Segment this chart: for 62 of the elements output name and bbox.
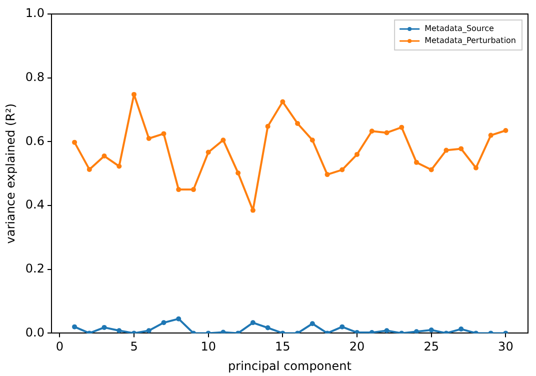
- point: [473, 165, 478, 170]
- point: [488, 132, 494, 138]
- point: [220, 330, 226, 334]
- point: [190, 187, 196, 192]
- y-axis-title: variance explained (R²): [3, 103, 18, 244]
- point: [414, 329, 419, 334]
- x-tick-label: 15: [275, 340, 290, 354]
- point: [72, 324, 78, 330]
- x-tick-label: 25: [424, 340, 439, 354]
- point: [310, 138, 315, 143]
- x-axis-title: principal component: [228, 358, 352, 373]
- point: [250, 208, 256, 213]
- point: [369, 128, 374, 134]
- point: [399, 124, 404, 130]
- point: [176, 187, 182, 192]
- y-tick-label: 1.0: [25, 6, 44, 20]
- point: [72, 140, 78, 145]
- point: [354, 152, 360, 157]
- point: [458, 146, 464, 152]
- legend-label: Metadata_Perturbation: [424, 36, 516, 46]
- point: [86, 166, 92, 172]
- x-tick-label: 10: [200, 340, 216, 354]
- point: [324, 172, 330, 178]
- point: [146, 136, 152, 141]
- point: [146, 328, 152, 334]
- point: [428, 167, 434, 172]
- point: [503, 128, 508, 134]
- y-tick-label: 0.4: [25, 198, 44, 212]
- point: [236, 170, 241, 176]
- y-tick-label: 0.0: [25, 325, 44, 340]
- y-tick-label: 0.6: [25, 134, 44, 148]
- point: [102, 324, 107, 330]
- point: [161, 320, 166, 326]
- point: [340, 324, 345, 330]
- point: [265, 124, 270, 129]
- x-tick-label: 30: [498, 340, 514, 354]
- point: [220, 138, 226, 143]
- x-tick-label: 5: [130, 340, 138, 354]
- point: [414, 160, 419, 165]
- point: [280, 99, 286, 104]
- point: [428, 328, 434, 333]
- point: [340, 167, 345, 172]
- point: [161, 131, 166, 136]
- point: [206, 150, 211, 155]
- point: [132, 92, 136, 97]
- point: [116, 328, 122, 334]
- point: [458, 326, 464, 332]
- x-tick-label: 20: [349, 340, 365, 354]
- point: [102, 154, 107, 159]
- point: [176, 316, 182, 322]
- point: [250, 320, 256, 326]
- point: [384, 328, 390, 334]
- y-tick-label: 0.8: [25, 70, 44, 84]
- y-tick-label: 0.2: [25, 261, 44, 276]
- point: [116, 164, 122, 169]
- point: [295, 120, 300, 126]
- point: [444, 148, 449, 153]
- x-tick-label: 0: [56, 340, 64, 354]
- legend-label: Metadata_Source: [424, 24, 494, 34]
- point: [265, 325, 270, 330]
- point: [384, 130, 390, 136]
- point: [310, 321, 315, 326]
